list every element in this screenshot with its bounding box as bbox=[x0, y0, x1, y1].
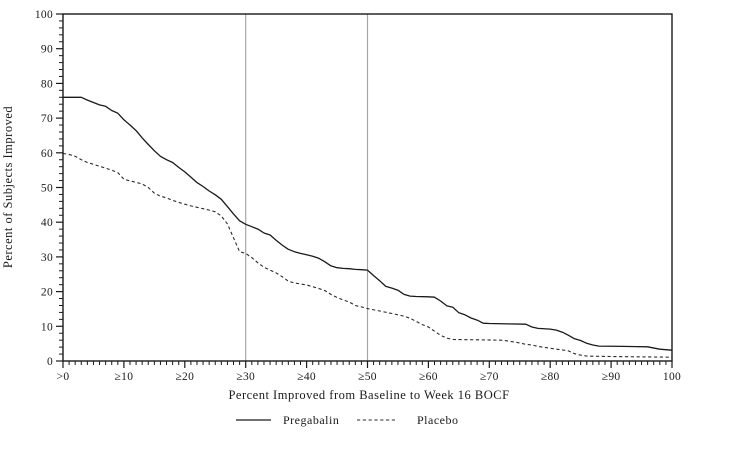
legend: Pregabalin Placebo bbox=[236, 413, 459, 427]
y-tick-label: 80 bbox=[41, 78, 53, 90]
y-tick-label: 90 bbox=[41, 44, 53, 56]
y-tick-label: 70 bbox=[41, 113, 53, 125]
axis-tick-labels: 0 10 20 30 40 50 60 70 80 90 100 >0 ≥10 ≥20 ≥30 ≥40 ≥50 ≥… bbox=[35, 9, 681, 383]
data-curves bbox=[62, 96, 673, 358]
x-tick-label: ≥80 bbox=[541, 371, 560, 383]
x-tick-label: ≥10 bbox=[115, 371, 134, 383]
y-tick-label: 30 bbox=[41, 252, 53, 264]
x-tick-label: ≥50 bbox=[358, 371, 377, 383]
x-axis-title: Percent Improved from Baseline to Week 1… bbox=[228, 388, 509, 402]
y-tick-label: 60 bbox=[41, 148, 53, 160]
y-tick-label: 0 bbox=[47, 356, 53, 368]
y-tick-label: 100 bbox=[35, 9, 53, 21]
y-tick-label: 20 bbox=[41, 287, 53, 299]
x-tick-label: ≥20 bbox=[175, 371, 194, 383]
curve-pregabalin bbox=[63, 96, 673, 351]
x-tick-label: >0 bbox=[57, 371, 70, 383]
y-axis-title: Percent of Subjects Improved bbox=[1, 106, 15, 268]
y-tick-label: 40 bbox=[41, 217, 53, 229]
x-tick-label: ≥60 bbox=[419, 371, 438, 383]
x-tick-label: 100 bbox=[663, 371, 681, 383]
y-tick-label: 10 bbox=[41, 321, 53, 333]
reference-lines bbox=[245, 14, 369, 361]
x-tick-label: ≥30 bbox=[236, 371, 255, 383]
axis-ticks bbox=[56, 13, 673, 368]
legend-label-placebo: Placebo bbox=[417, 413, 459, 427]
x-tick-label: ≥90 bbox=[602, 371, 621, 383]
curve-placebo bbox=[62, 152, 673, 358]
x-tick-label: ≥40 bbox=[297, 371, 316, 383]
y-tick-label: 50 bbox=[41, 183, 53, 195]
legend-label-pregabalin: Pregabalin bbox=[283, 413, 339, 427]
x-tick-label: ≥70 bbox=[480, 371, 499, 383]
